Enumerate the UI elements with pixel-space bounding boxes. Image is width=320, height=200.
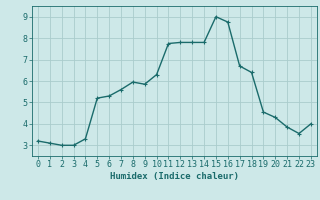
X-axis label: Humidex (Indice chaleur): Humidex (Indice chaleur) [110,172,239,181]
